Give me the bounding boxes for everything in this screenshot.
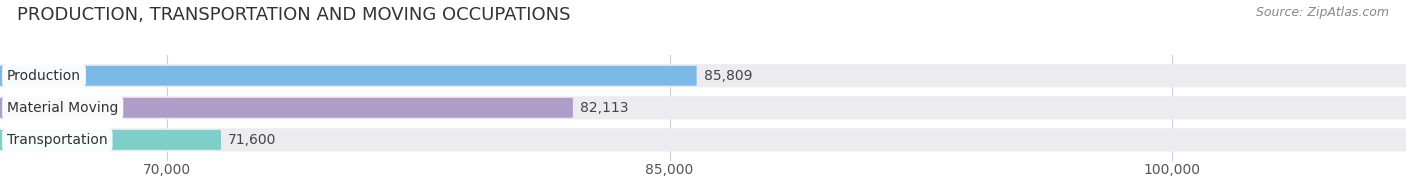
Text: Production: Production <box>7 69 82 83</box>
FancyBboxPatch shape <box>0 128 1406 152</box>
Text: 85,809: 85,809 <box>703 69 752 83</box>
Text: 71,600: 71,600 <box>228 133 277 147</box>
FancyBboxPatch shape <box>0 64 1406 87</box>
FancyBboxPatch shape <box>0 98 572 118</box>
Text: Transportation: Transportation <box>7 133 108 147</box>
FancyBboxPatch shape <box>0 66 696 86</box>
Text: Material Moving: Material Moving <box>7 101 118 115</box>
Text: 82,113: 82,113 <box>579 101 628 115</box>
Text: Source: ZipAtlas.com: Source: ZipAtlas.com <box>1256 6 1389 19</box>
FancyBboxPatch shape <box>0 96 1406 119</box>
FancyBboxPatch shape <box>0 130 221 150</box>
Text: PRODUCTION, TRANSPORTATION AND MOVING OCCUPATIONS: PRODUCTION, TRANSPORTATION AND MOVING OC… <box>17 6 571 24</box>
